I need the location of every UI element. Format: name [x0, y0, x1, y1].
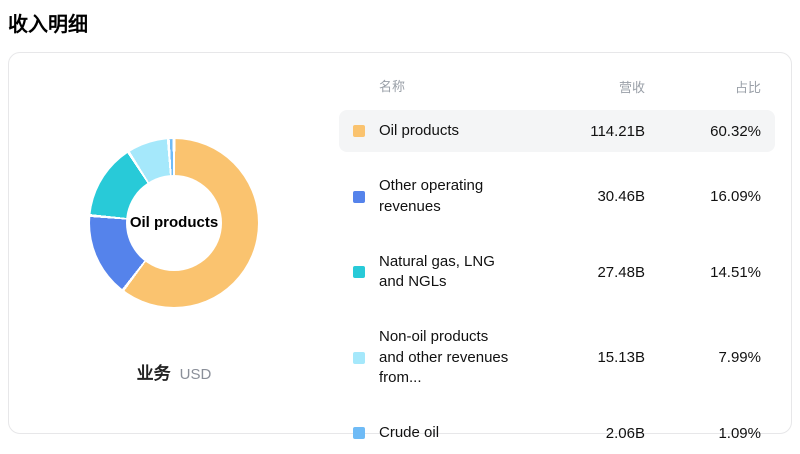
table-row[interactable]: Natural gas, LNG and NGLs 27.48B 14.51%: [339, 241, 775, 304]
table-row[interactable]: Other operating revenues 30.46B 16.09%: [339, 165, 775, 228]
row-name: Crude oil: [379, 423, 513, 443]
row-share: 16.09%: [657, 188, 761, 205]
row-revenue: 15.13B: [525, 349, 645, 366]
row-share: 1.09%: [657, 425, 761, 442]
row-revenue: 27.48B: [525, 264, 645, 281]
table-row[interactable]: Crude oil 2.06B 1.09%: [339, 412, 775, 454]
header-revenue: 营收: [525, 77, 645, 96]
legend-marker: [353, 427, 365, 439]
donut-chart[interactable]: Oil products: [90, 139, 258, 307]
row-revenue: 30.46B: [525, 188, 645, 205]
row-name: Non-oil products and other revenues from…: [379, 327, 513, 388]
table-row[interactable]: Oil products 114.21B 60.32%: [339, 110, 775, 152]
chart-footer: 业务 USD: [137, 359, 212, 384]
row-revenue: 2.06B: [525, 425, 645, 442]
legend-marker: [353, 352, 365, 364]
breakdown-table: 名称 营收 占比 Oil products 114.21B 60.32% Oth…: [339, 53, 791, 433]
header-name: 名称: [379, 78, 513, 96]
row-name: Oil products: [379, 121, 513, 141]
chart-pane: Oil products 业务 USD: [9, 53, 339, 433]
donut-center-label: Oil products: [127, 213, 221, 233]
chart-footer-label: 业务: [137, 359, 171, 384]
table-row[interactable]: Non-oil products and other revenues from…: [339, 316, 775, 399]
header-share: 占比: [657, 77, 761, 96]
row-share: 60.32%: [657, 123, 761, 140]
legend-marker: [353, 191, 365, 203]
row-name: Other operating revenues: [379, 176, 513, 217]
table-header-row: 名称 营收 占比: [339, 77, 775, 96]
row-revenue: 114.21B: [525, 123, 645, 140]
row-share: 14.51%: [657, 264, 761, 281]
chart-footer-unit: USD: [180, 366, 212, 383]
row-share: 7.99%: [657, 349, 761, 366]
legend-marker: [353, 266, 365, 278]
page-title: 收入明细: [8, 8, 88, 37]
revenue-card: Oil products 业务 USD 名称 营收 占比 Oil product…: [8, 52, 792, 434]
row-name: Natural gas, LNG and NGLs: [379, 252, 513, 293]
legend-marker: [353, 125, 365, 137]
